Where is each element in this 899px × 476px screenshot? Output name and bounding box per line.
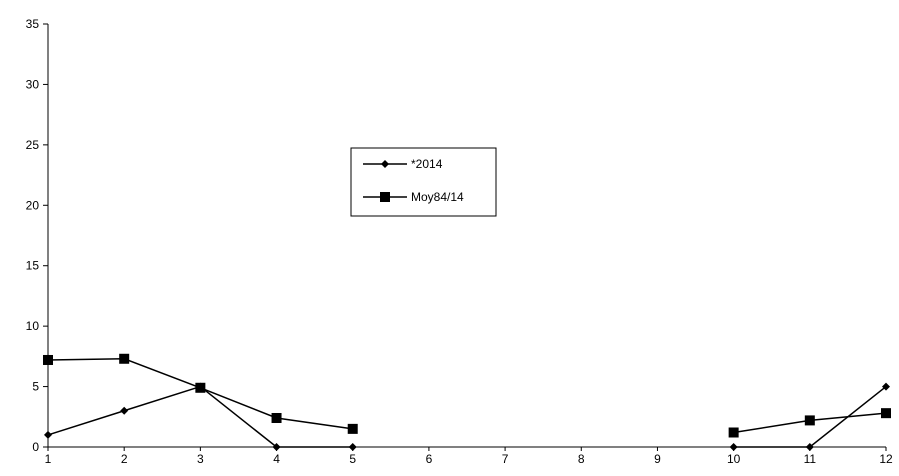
x-tick-label: 12 bbox=[879, 452, 893, 466]
data-point bbox=[348, 443, 357, 451]
data-point bbox=[44, 430, 52, 439]
legend-marker bbox=[380, 192, 390, 202]
data-point bbox=[728, 427, 739, 438]
x-tick-label: 8 bbox=[578, 452, 585, 466]
series-layer bbox=[43, 353, 891, 451]
data-point bbox=[119, 353, 130, 364]
x-tick-label: 10 bbox=[727, 452, 741, 466]
x-tick-label: 11 bbox=[804, 452, 817, 466]
chart-axes bbox=[47, 24, 886, 448]
y-axis-ticks: 0 5 10 15 20 25 30 35 bbox=[26, 17, 48, 454]
legend-label: *2014 bbox=[411, 157, 443, 171]
x-tick-label: 3 bbox=[197, 452, 204, 466]
x-tick-label: 5 bbox=[349, 452, 356, 466]
data-point bbox=[882, 382, 890, 391]
data-point bbox=[347, 423, 358, 434]
data-point bbox=[729, 443, 738, 451]
x-axis-ticks: 1 2 3 4 5 6 7 8 9 10 11 12 bbox=[45, 447, 893, 466]
x-tick-label: 4 bbox=[273, 452, 280, 466]
x-tick-label: 6 bbox=[426, 452, 433, 466]
data-point bbox=[272, 443, 281, 451]
legend-label: Moy84/14 bbox=[411, 190, 464, 204]
x-tick-label: 7 bbox=[502, 452, 509, 466]
x-tick-label: 1 bbox=[45, 452, 52, 466]
y-tick-label: 25 bbox=[26, 138, 40, 152]
x-tick-label: 2 bbox=[121, 452, 128, 466]
legend: *2014 Moy84/14 bbox=[350, 147, 497, 217]
x-tick-label: 9 bbox=[654, 452, 661, 466]
series-moy84-14 bbox=[43, 353, 891, 438]
series-line bbox=[47, 358, 353, 430]
series-2014 bbox=[44, 382, 890, 451]
data-point bbox=[120, 406, 129, 415]
y-tick-label: 20 bbox=[26, 198, 40, 212]
legend-item: *2014 bbox=[363, 157, 443, 171]
data-point bbox=[881, 408, 891, 419]
y-tick-label: 5 bbox=[32, 380, 39, 394]
data-point bbox=[271, 412, 282, 423]
legend-box bbox=[350, 147, 497, 217]
y-tick-label: 10 bbox=[26, 319, 40, 333]
legend-marker bbox=[381, 160, 389, 168]
y-tick-label: 15 bbox=[26, 259, 40, 273]
y-tick-label: 0 bbox=[32, 440, 39, 454]
legend-item: Moy84/14 bbox=[363, 190, 464, 204]
series-line bbox=[47, 385, 353, 448]
data-point bbox=[804, 415, 815, 426]
data-point bbox=[43, 354, 53, 365]
data-point bbox=[805, 443, 814, 451]
data-point bbox=[195, 382, 206, 393]
y-tick-label: 30 bbox=[26, 77, 40, 91]
y-tick-label: 35 bbox=[26, 17, 40, 31]
